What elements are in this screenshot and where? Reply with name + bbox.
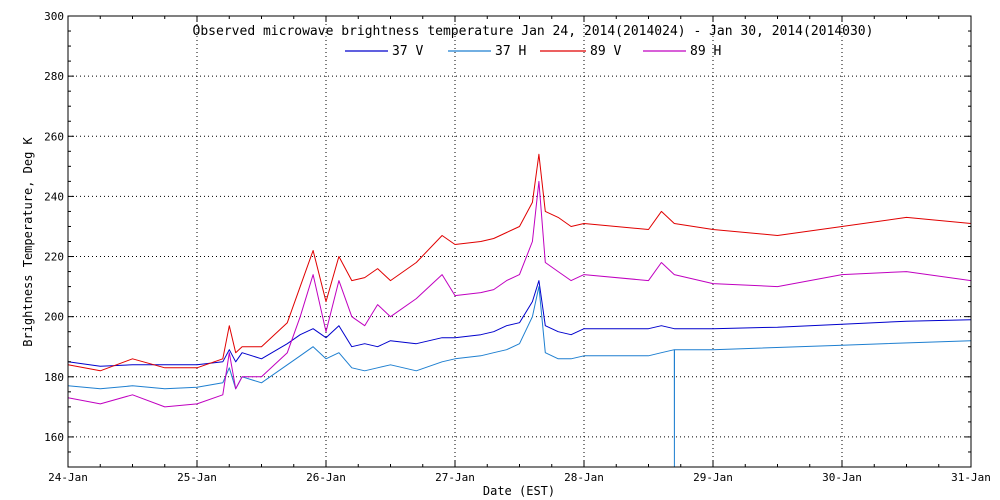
y-tick-label: 160: [44, 431, 64, 444]
x-tick-label: 28-Jan: [564, 471, 604, 484]
y-tick-label: 220: [44, 251, 64, 264]
y-tick-label: 240: [44, 190, 64, 203]
chart-title: Observed microwave brightness temperatur…: [193, 24, 874, 39]
x-tick-label: 30-Jan: [822, 471, 862, 484]
series-line-89v: [68, 153, 971, 372]
x-tick-label: 29-Jan: [693, 471, 733, 484]
legend-item-37v: 37 V: [345, 44, 423, 59]
x-axis-label: Date (EST): [483, 484, 555, 498]
legend-label-89h: 89 H: [690, 44, 721, 59]
x-tick-label: 31-Jan: [951, 471, 991, 484]
legend-label-89v: 89 V: [590, 44, 621, 59]
axis-ticks: 160 180 200 220 240 260 280 300 24-Jan 25-Jan 26-J…: [44, 10, 991, 484]
legend-item-37h: 37 H: [448, 44, 526, 59]
x-tick-label: 27-Jan: [435, 471, 475, 484]
x-tick-label: 25-Jan: [177, 471, 217, 484]
y-tick-label: 200: [44, 311, 64, 324]
series-lines: [68, 153, 971, 467]
legend-label-37h: 37 H: [495, 44, 526, 59]
series-line-89h: [68, 180, 971, 408]
x-tick-label: 26-Jan: [306, 471, 346, 484]
grid-lines: [68, 16, 971, 467]
series-line-37v: [68, 280, 971, 367]
x-tick-label: 24-Jan: [48, 471, 88, 484]
y-tick-label: 260: [44, 130, 64, 143]
y-tick-label: 280: [44, 70, 64, 83]
legend-label-37v: 37 V: [392, 44, 423, 59]
legend-item-89h: 89 H: [643, 44, 721, 59]
legend: 37 V 37 H 89 V 89 H: [345, 44, 721, 59]
plot-frame: [67, 15, 972, 468]
y-axis-label: Brightness Temperature, Deg K: [21, 136, 35, 346]
y-tick-label: 180: [44, 371, 64, 384]
y-tick-label: 300: [44, 10, 64, 23]
legend-item-89v: 89 V: [540, 44, 621, 59]
series-line-37h: [68, 286, 971, 467]
